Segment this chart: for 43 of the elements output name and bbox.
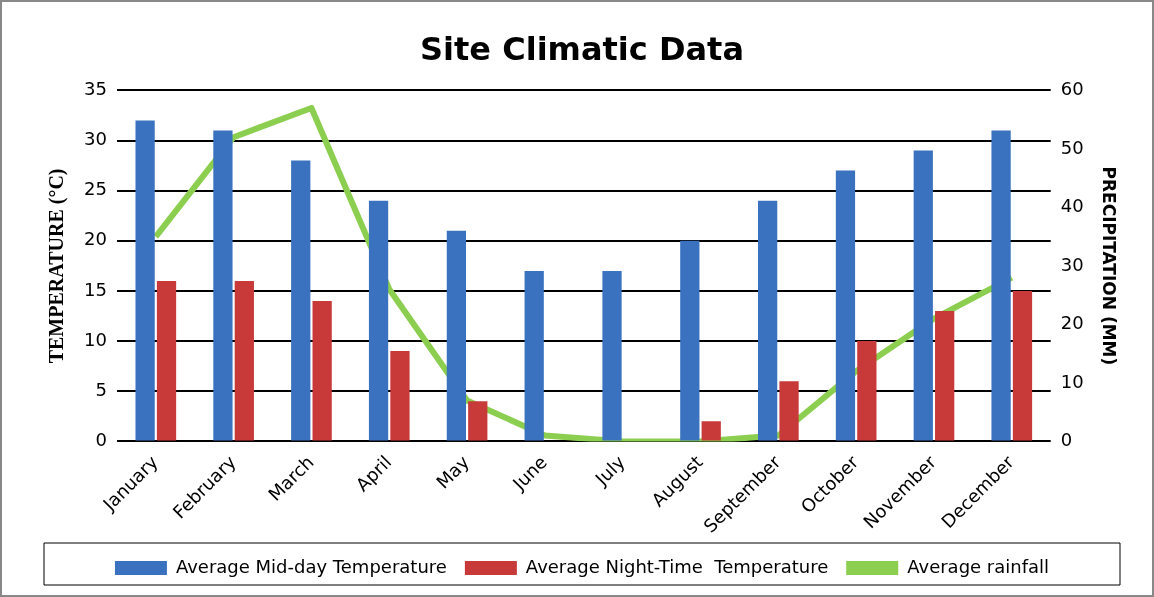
y-tick-label: 30 (84, 128, 107, 150)
y-tick-label: 10 (84, 328, 107, 350)
y-tick-label: 35 (84, 78, 107, 100)
bar (935, 311, 955, 441)
bar (913, 150, 933, 441)
bar (680, 240, 700, 441)
bar (602, 270, 622, 441)
y2-axis-title: PRECIPITATION (MM) (1099, 166, 1120, 366)
chart-title: Site Climatic Data (420, 29, 744, 68)
y-tick-label: 5 (95, 378, 107, 400)
bar (156, 280, 177, 441)
y-tick-label: 20 (84, 228, 107, 250)
y-tick-label: 25 (84, 178, 107, 200)
bar (368, 200, 389, 441)
bar (213, 130, 233, 441)
bar (857, 341, 877, 441)
bar (234, 280, 254, 441)
bar (312, 300, 332, 441)
y-axis-title: TEMPERATURE (°C) (45, 168, 69, 364)
y2-tick-label: 40 (1060, 195, 1084, 217)
bar (135, 120, 155, 441)
y-tick-label: 15 (84, 278, 107, 300)
legend-label: Average rainfall (907, 555, 1050, 577)
bar (758, 200, 778, 441)
bar (991, 130, 1011, 441)
bar (390, 351, 410, 441)
legend-label: Average Night-Time Temperature (525, 555, 829, 577)
bar (468, 401, 488, 441)
y2-tick-label: 10 (1060, 370, 1084, 392)
y2-tick-label: 60 (1060, 78, 1084, 100)
legend-label: Average Mid-day Temperature (175, 555, 447, 577)
bar (701, 421, 721, 441)
y2-tick-label: 30 (1060, 253, 1084, 275)
y2-tick-label: 0 (1060, 429, 1073, 451)
bar (1012, 290, 1033, 441)
bar (446, 230, 467, 441)
bar (524, 270, 544, 441)
y2-tick-label: 50 (1060, 136, 1084, 158)
bar (779, 381, 799, 441)
bar (291, 160, 311, 441)
bar (835, 170, 856, 441)
y-tick-label: 0 (95, 429, 107, 451)
y2-tick-label: 20 (1060, 312, 1084, 334)
